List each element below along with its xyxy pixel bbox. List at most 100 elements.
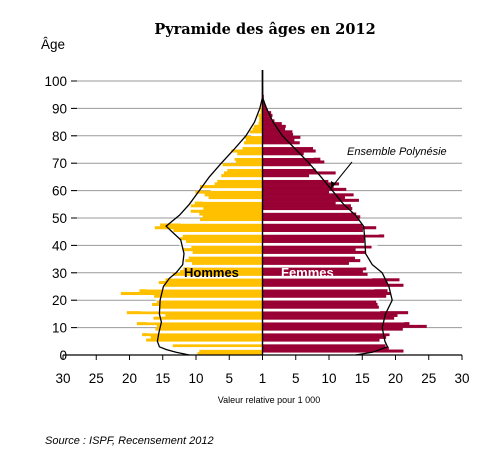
hommes-bar [204,193,263,197]
femmes-bar [262,275,373,279]
hommes-bar [120,291,263,296]
hommes-bar [146,319,263,323]
y-tick-label: 80 [52,129,67,144]
femmes-bar [262,313,398,317]
femmes-bar [262,259,361,263]
annotation-arrow-head [331,181,336,188]
femmes-label: Femmes [281,265,334,280]
chart-title: Pyramide des âges en 2012 [154,21,375,38]
femmes-bar [262,234,385,238]
femmes-bar [262,141,300,145]
hommes-bar [233,154,263,159]
femmes-bar [262,228,363,232]
femmes-bar [262,133,294,137]
hommes-bar [142,333,263,337]
femmes-bar [262,220,377,224]
y-tick-label: 40 [52,238,67,253]
femmes-bar [262,108,268,112]
hommes-bar [136,322,263,326]
x-tick-label: 5 [225,371,233,386]
y-axis-label: Âge [41,37,65,52]
y-tick-label: 90 [52,101,67,116]
femmes-bar [262,209,351,213]
femmes-bar [262,174,310,178]
femmes-bar [262,111,272,115]
femmes-bar [262,102,266,106]
femmes-bar [262,171,336,175]
femmes-bar [262,272,368,276]
x-tick-label: 15 [155,371,170,386]
hommes-bar [249,130,263,134]
hommes-bar [189,264,263,268]
x-tick-label: 30 [55,371,70,386]
y-tick-label: 50 [52,211,67,226]
hommes-bar [161,341,263,345]
femmes-bar [262,300,377,304]
femmes-bar [262,179,329,183]
hommes-bar [147,330,263,334]
hommes-bar [173,228,263,232]
femmes-bar [262,335,387,339]
source-note: Source : ISPF, Recensement 2012 [45,435,214,447]
y-tick-labels: 0 10 20 30 40 50 60 70 80 90 100 [44,74,67,363]
femmes-bar [262,226,377,230]
femmes-bar [262,344,386,348]
hommes-bar [195,190,263,194]
hommes-bar [172,272,263,276]
femmes-bar [262,144,314,148]
hommes-bar [199,185,263,189]
femmes-bar [262,245,372,249]
hommes-bars [120,91,263,356]
y-tick-label: 0 [59,348,67,363]
hommes-bar [259,119,263,123]
hommes-bar [202,215,263,219]
hommes-bar [150,335,263,339]
femmes-bar [262,160,325,164]
femmes-bar [262,146,314,150]
hommes-bar [152,302,263,306]
hommes-bar [253,124,263,128]
hommes-bar [202,198,263,202]
femmes-bar [262,281,387,285]
femmes-bar [262,135,301,139]
femmes-bar [262,198,359,202]
x-tick-label: 10 [321,371,336,386]
hommes-bar [170,275,263,279]
x-tick-label: 10 [188,371,203,386]
femmes-bar [262,124,286,128]
hommes-bar [192,250,263,254]
femmes-bar [262,223,363,227]
femmes-bar [262,278,400,282]
femmes-bar [262,330,409,334]
x-tick-label: 5 [292,371,300,386]
hommes-bar [223,171,263,175]
femmes-bar [262,154,314,159]
femmes-bar [262,286,375,290]
femmes-bar [262,207,353,211]
x-tick-label: 30 [454,371,469,386]
femmes-bar [262,305,379,309]
femmes-bar [262,349,404,353]
ensemble-line-left [156,70,264,356]
femmes-bar [262,256,355,260]
femmes-bar [262,231,379,235]
femmes-bar [262,163,311,167]
femmes-bar [262,341,410,345]
femmes-bar [262,187,347,191]
x-tick-label: 1 [259,371,267,386]
x-axis-label: Valeur relative pour 1 000 [218,395,320,405]
hommes-bar [196,346,263,350]
hommes-bar [210,187,263,191]
hommes-bar [197,352,263,356]
femmes-bar [262,267,367,271]
y-tick-label: 70 [52,156,67,171]
femmes-bar [262,113,273,117]
femmes-bar [262,176,331,180]
femmes-bar [262,283,404,287]
hommes-bar [199,212,263,216]
hommes-bar [185,259,263,263]
hommes-bar [158,281,263,285]
hommes-bar [164,283,263,287]
hommes-bar [159,305,263,309]
femmes-bar [262,204,351,208]
